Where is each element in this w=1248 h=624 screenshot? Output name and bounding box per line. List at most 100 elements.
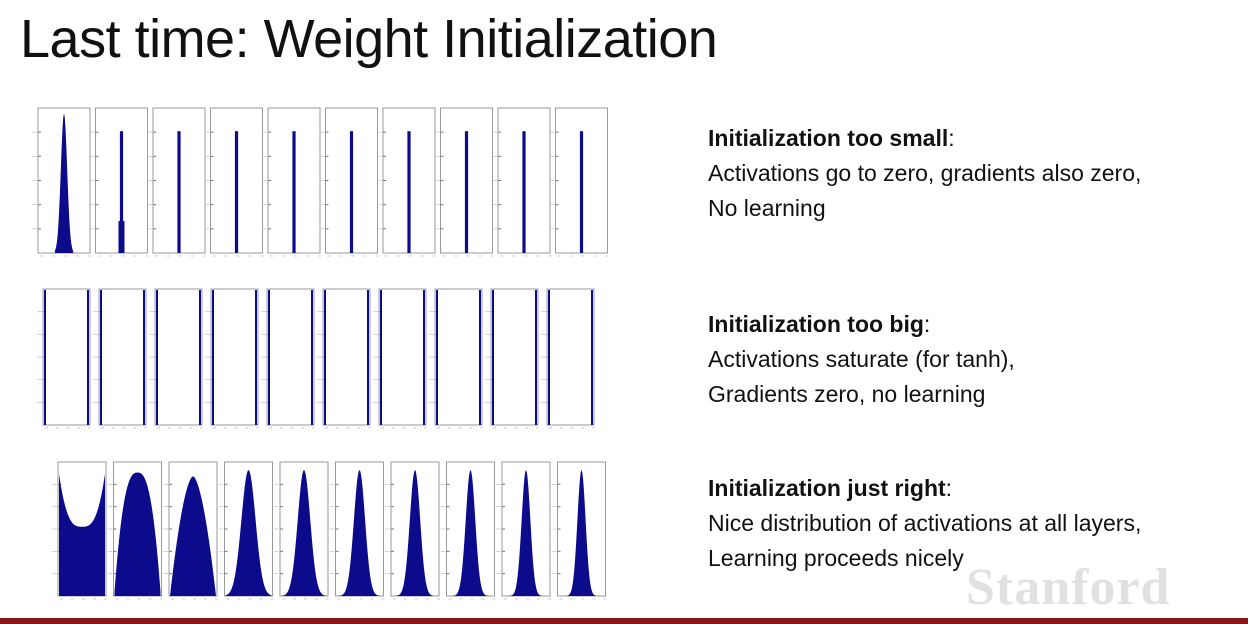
layer-histogram: [149, 288, 203, 429]
histogram-bar: [380, 290, 382, 425]
histogram-bar: [558, 470, 605, 596]
histogram-frame: [434, 288, 483, 426]
layer-histogram: [89, 107, 149, 257]
histogram-bar: [492, 290, 494, 425]
histogram-bar: [324, 290, 326, 425]
panel-line: No learning: [708, 195, 826, 221]
histogram-bar: [464, 131, 469, 253]
layer-histogram: [262, 107, 321, 257]
histogram-bar: [54, 113, 74, 253]
layer-histogram: [496, 461, 551, 600]
histogram-row-too-small: [10, 102, 620, 262]
layer-histogram: [52, 461, 107, 600]
histogram-bar: [234, 131, 239, 253]
histogram-frame: [378, 288, 427, 426]
layer-histogram: [377, 107, 436, 257]
layer-histogram: [429, 288, 483, 429]
histogram-frame: [266, 288, 315, 426]
histogram-bar: [447, 470, 494, 596]
histogram-bar: [118, 221, 125, 253]
layer-histogram: [204, 107, 264, 257]
layer-histogram: [549, 107, 609, 257]
layer-histogram: [274, 461, 329, 600]
histogram-frame: [490, 288, 539, 426]
histogram-bar: [281, 470, 327, 596]
histogram-bar: [255, 290, 257, 425]
histogram-frame: [210, 288, 259, 426]
layer-histogram: [373, 288, 427, 429]
histogram-bar: [212, 290, 214, 425]
layer-histogram: [205, 288, 259, 429]
layer-histogram: [319, 107, 379, 257]
histogram-bar: [591, 290, 593, 425]
histogram-bar: [292, 131, 296, 253]
histogram-bar: [199, 290, 201, 425]
histogram-bar: [548, 290, 550, 425]
histogram-frame: [154, 288, 203, 426]
layer-histogram: [37, 288, 91, 429]
histogram-row-just-right: [10, 458, 620, 603]
histogram-bar: [311, 290, 313, 425]
panel-heading: Initialization too big: [708, 311, 924, 337]
panel-too-small: Initialization too small: Activations go…: [708, 121, 1141, 226]
histogram-row-too-big: [10, 285, 620, 435]
histogram-bar: [177, 131, 181, 253]
histogram-bar: [100, 290, 102, 425]
layer-histogram: [440, 461, 496, 600]
panel-heading: Initialization too small: [708, 125, 949, 151]
panel-line: Gradients zero, no learning: [708, 381, 986, 407]
stanford-watermark: Stanford: [966, 559, 1171, 616]
histogram-bar: [59, 473, 105, 596]
layer-histogram: [551, 461, 607, 600]
histogram-bar: [156, 290, 158, 425]
layer-histogram: [329, 461, 385, 600]
layer-histogram: [385, 461, 440, 600]
histogram-bar: [436, 290, 438, 425]
slide-title: Last time: Weight Initialization: [20, 9, 718, 69]
panel-line: Nice distribution of activations at all …: [708, 510, 1142, 536]
histogram-frame: [98, 288, 147, 426]
histogram-bar: [503, 470, 549, 596]
panel-too-big: Initialization too big: Activations satu…: [708, 307, 1015, 412]
histogram-bar: [119, 131, 124, 253]
histogram-bar: [268, 290, 270, 425]
panel-line: Activations saturate (for tanh),: [708, 346, 1015, 372]
panel-heading-colon: :: [945, 475, 953, 501]
histogram-bar: [170, 476, 216, 596]
histogram-bar: [535, 290, 537, 425]
layer-histogram: [107, 461, 163, 600]
panel-heading-colon: :: [948, 125, 955, 151]
layer-histogram: [163, 461, 218, 600]
histogram-bar: [336, 470, 383, 596]
layer-histogram: [492, 107, 551, 257]
histogram-bar: [423, 290, 425, 425]
histogram-bar: [367, 290, 369, 425]
histogram-frame: [322, 288, 371, 426]
layer-histogram: [541, 288, 595, 429]
histogram-bar: [44, 290, 46, 425]
layer-histogram: [93, 288, 147, 429]
panel-line: Activations go to zero, gradients also z…: [708, 160, 1142, 186]
layer-histogram: [261, 288, 315, 429]
histogram-bar: [479, 290, 481, 425]
histogram-bar: [579, 131, 584, 253]
histogram-bar: [225, 470, 272, 596]
layer-histogram: [218, 461, 274, 600]
layer-histogram: [434, 107, 494, 257]
bottom-accent-bar: [0, 618, 1248, 624]
histogram-frame: [42, 288, 91, 426]
layer-histogram: [147, 107, 206, 257]
panel-heading: Initialization just right: [708, 475, 946, 501]
histogram-bar: [143, 290, 145, 425]
layer-histogram: [317, 288, 371, 429]
panel-line: Learning proceeds nicely: [708, 545, 964, 571]
histogram-bar: [114, 472, 161, 596]
histogram-bar: [407, 131, 411, 253]
layer-histogram: [32, 107, 91, 257]
panel-just-right: Initialization just right: Nice distribu…: [708, 471, 1141, 576]
histogram-bar: [392, 470, 438, 596]
layer-histogram: [485, 288, 539, 429]
histogram-bar: [87, 290, 89, 425]
panel-heading-colon: :: [923, 311, 931, 337]
histogram-bar: [349, 131, 354, 253]
